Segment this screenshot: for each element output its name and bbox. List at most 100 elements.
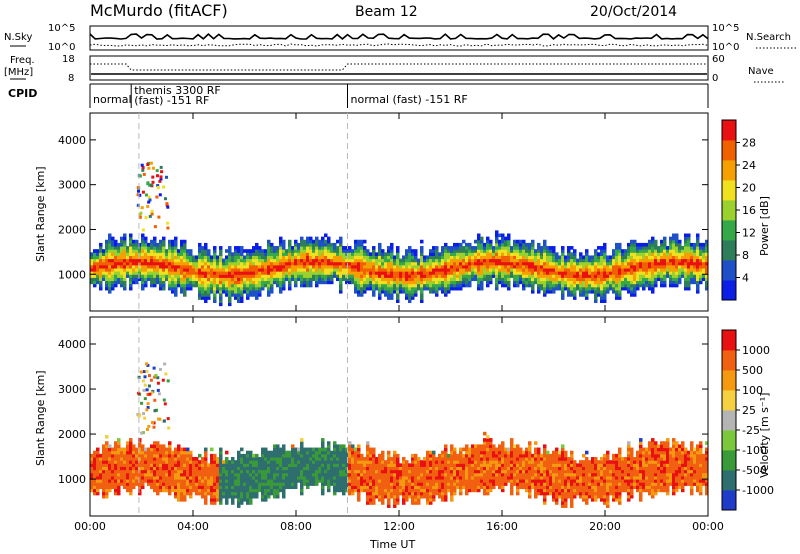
- heatmap-cell: [444, 491, 448, 496]
- heatmap-cell: [612, 274, 616, 278]
- heatmap-cell: [381, 472, 385, 477]
- heatmap-cell: [255, 252, 259, 256]
- heatmap-cell: [183, 482, 187, 486]
- heatmap-cell: [285, 460, 289, 464]
- heatmap-cell: [480, 246, 484, 250]
- heatmap-cell: [627, 261, 631, 266]
- heatmap-cell: [660, 274, 664, 278]
- heatmap-cell: [135, 482, 139, 486]
- heatmap-cell: [246, 274, 250, 278]
- heatmap-cell: [360, 249, 364, 253]
- heatmap-cell: [381, 249, 385, 253]
- heatmap-cell: [444, 450, 448, 455]
- heatmap-cell: [381, 268, 385, 272]
- heatmap-cell: [561, 280, 565, 285]
- heatmap-cell: [150, 271, 154, 275]
- heatmap-cell: [597, 277, 601, 282]
- heatmap-cell: [450, 475, 454, 480]
- heatmap-cell: [651, 286, 655, 291]
- heatmap-cell: [117, 280, 121, 285]
- heatmap-cell: [243, 277, 247, 282]
- heatmap-cell: [456, 277, 460, 282]
- heatmap-cell: [231, 255, 235, 260]
- heatmap-cell: [213, 299, 217, 303]
- heatmap-cell: [642, 277, 646, 282]
- heatmap-cell: [282, 444, 286, 449]
- heatmap-cell: [129, 450, 133, 455]
- heatmap-cell: [216, 475, 220, 480]
- heatmap-cell: [381, 475, 385, 480]
- heatmap-cell: [336, 261, 340, 266]
- heatmap-cell: [246, 271, 250, 275]
- heatmap-cell: [141, 255, 145, 260]
- heatmap-cell: [180, 460, 184, 464]
- heatmap-cell: [426, 271, 430, 275]
- heatmap-cell: [570, 274, 574, 278]
- heatmap-cell: [216, 268, 220, 272]
- heatmap-cell: [93, 457, 97, 461]
- heatmap-cell: [678, 249, 682, 253]
- heatmap-cell: [294, 482, 298, 486]
- heatmap-cell: [138, 472, 142, 477]
- heatmap-cell: [144, 472, 148, 477]
- heatmap-cell: [402, 457, 406, 461]
- heatmap-cell: [276, 283, 280, 288]
- heatmap-cell: [102, 447, 106, 452]
- heatmap-cell: [276, 246, 280, 250]
- heatmap-cell: [129, 441, 133, 445]
- heatmap-cell: [153, 488, 157, 493]
- heatmap-cell: [288, 258, 292, 263]
- heatmap-cell: [240, 283, 244, 288]
- heatmap-cell: [543, 277, 547, 282]
- heatmap-cell: [426, 261, 430, 266]
- heatmap-cell: [645, 271, 649, 275]
- heatmap-cell: [405, 485, 409, 490]
- heatmap-cell: [168, 463, 172, 467]
- heatmap-cell: [405, 293, 409, 297]
- heatmap-cell: [168, 479, 172, 483]
- heatmap-cell: [594, 280, 598, 285]
- heatmap-cell: [630, 268, 634, 272]
- heatmap-cell: [135, 479, 139, 483]
- heatmap-cell: [207, 491, 211, 496]
- heatmap-cell: [150, 277, 154, 282]
- heatmap-cell: [351, 485, 355, 490]
- heatmap-cell: [117, 447, 121, 452]
- heatmap-cell: [501, 261, 505, 266]
- heatmap-cell: [369, 280, 373, 285]
- heatmap-cell: [543, 239, 547, 244]
- heatmap-cell: [651, 242, 655, 247]
- heatmap-cell: [261, 277, 265, 282]
- heatmap-cell: [486, 261, 490, 266]
- heatmap-cell: [360, 463, 364, 467]
- heatmap-cell: [216, 457, 220, 461]
- heatmap-cell: [213, 491, 217, 496]
- heatmap-cell: [675, 236, 679, 241]
- heatmap-cell: [258, 264, 262, 269]
- heatmap-cell: [225, 488, 229, 493]
- heatmap-cell: [270, 258, 274, 263]
- heatmap-cell: [159, 283, 163, 288]
- heatmap-cell: [222, 482, 226, 486]
- heatmap-cell: [258, 488, 262, 493]
- heatmap-cell: [333, 450, 337, 455]
- heatmap-cell: [321, 277, 325, 282]
- heatmap-cell: [264, 457, 268, 461]
- heatmap-cell: [171, 472, 175, 477]
- heatmap-cell: [135, 249, 139, 253]
- heatmap-cell: [228, 302, 232, 307]
- heatmap-cell: [99, 277, 103, 282]
- heatmap-cell: [324, 255, 328, 260]
- heatmap-cell: [147, 472, 151, 477]
- heatmap-cell: [444, 457, 448, 461]
- heatmap-cell: [438, 261, 442, 266]
- heatmap-cell: [345, 457, 349, 461]
- heatmap-cell: [534, 252, 538, 256]
- heatmap-cell: [396, 296, 400, 300]
- heatmap-cell: [144, 447, 148, 452]
- heatmap-cell: [360, 488, 364, 493]
- heatmap-cell: [681, 258, 685, 263]
- heatmap-cell: [654, 271, 658, 275]
- heatmap-cell: [576, 277, 580, 282]
- heatmap-cell: [189, 491, 193, 496]
